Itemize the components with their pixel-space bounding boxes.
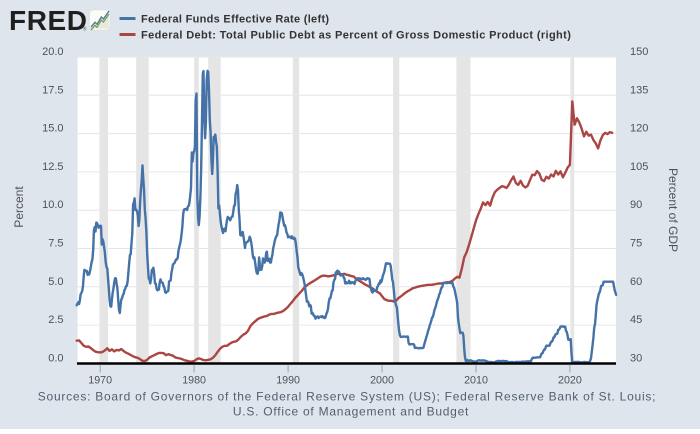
svg-text:Sources: Board of Governors of: Sources: Board of Governors of the Feder… (38, 390, 656, 404)
svg-text:Percent: Percent (12, 186, 26, 228)
svg-text:1990: 1990 (276, 375, 300, 387)
svg-text:45: 45 (630, 314, 642, 326)
svg-text:FRED: FRED (9, 5, 88, 36)
svg-text:5.0: 5.0 (48, 276, 63, 288)
svg-text:150: 150 (630, 46, 648, 58)
svg-text:®: ® (83, 25, 87, 32)
svg-text:1980: 1980 (182, 375, 206, 387)
svg-text:20.0: 20.0 (42, 46, 63, 58)
svg-text:Federal Funds Effective Rate (: Federal Funds Effective Rate (left) (141, 14, 329, 26)
svg-text:Percent of GDP: Percent of GDP (666, 168, 680, 252)
svg-text:105: 105 (630, 161, 648, 173)
svg-text:2.5: 2.5 (48, 314, 63, 326)
svg-text:15.0: 15.0 (42, 123, 63, 135)
svg-text:60: 60 (630, 276, 642, 288)
svg-text:2000: 2000 (370, 375, 394, 387)
svg-text:2020: 2020 (558, 375, 582, 387)
svg-text:17.5: 17.5 (42, 84, 63, 96)
svg-text:0.0: 0.0 (48, 352, 63, 364)
svg-text:2010: 2010 (464, 375, 488, 387)
svg-text:10.0: 10.0 (42, 199, 63, 211)
svg-text:120: 120 (630, 123, 648, 135)
svg-text:135: 135 (630, 84, 648, 96)
svg-text:Federal Debt: Total Public Deb: Federal Debt: Total Public Debt as Perce… (141, 30, 571, 42)
svg-text:30: 30 (630, 352, 642, 364)
svg-text:U.S. Office of Management and: U.S. Office of Management and Budget (233, 405, 469, 419)
svg-text:1970: 1970 (88, 375, 112, 387)
svg-text:7.5: 7.5 (48, 238, 63, 250)
svg-text:12.5: 12.5 (42, 161, 63, 173)
svg-text:75: 75 (630, 238, 642, 250)
svg-text:90: 90 (630, 199, 642, 211)
